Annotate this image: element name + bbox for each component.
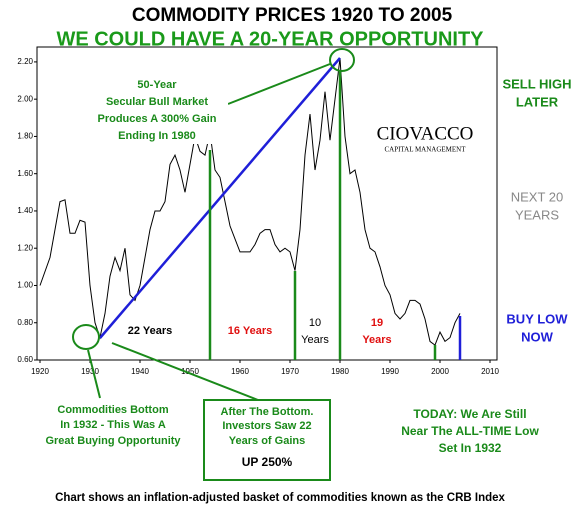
highlight-circle (329, 48, 355, 72)
annotation: In 1932 - This Was A (60, 419, 166, 431)
annotation: After The Bottom. (221, 406, 314, 418)
period-label: Years (301, 334, 329, 346)
y-tick-label: 1.40 (17, 206, 33, 215)
y-tick-label: 1.80 (17, 132, 33, 141)
side-label: NOW (521, 329, 554, 344)
chart-title: COMMODITY PRICES 1920 TO 2005 (132, 5, 453, 26)
period-label: 19 (371, 317, 383, 329)
trend-line (99, 57, 341, 339)
connector (87, 349, 101, 399)
side-label: YEARS (515, 207, 559, 222)
logo-tagline: CAPITAL MANAGEMENT (384, 146, 466, 154)
y-tick-label: 1.00 (17, 281, 33, 290)
annotation: Produces A 300% Gain (97, 113, 216, 125)
annotation: 50-Year (137, 79, 177, 91)
x-tick-label: 1990 (381, 367, 399, 376)
y-tick-label: 1.20 (17, 243, 33, 252)
x-tick-label: 1970 (281, 367, 299, 376)
y-tick-label: 0.80 (17, 318, 33, 327)
note-background (88, 76, 228, 144)
annotation: UP 250% (242, 455, 293, 469)
x-tick-label: 1930 (81, 367, 99, 376)
highlight-circle (72, 324, 100, 350)
annotation: Great Buying Opportunity (45, 435, 181, 447)
annotation-shapes (72, 48, 462, 481)
annotation: Ending In 1980 (118, 130, 196, 142)
side-label: BUY LOW (506, 311, 568, 326)
x-tick-label: 1960 (231, 367, 249, 376)
y-tick-label: 2.20 (17, 57, 33, 66)
side-label: SELL HIGH (502, 76, 571, 91)
annotation: TODAY: We Are Still (413, 407, 526, 421)
connector (111, 342, 259, 401)
annotation: Commodities Bottom (57, 404, 168, 416)
x-tick-label: 1980 (331, 367, 349, 376)
y-tick-label: 0.60 (17, 355, 33, 364)
x-tick-label: 1920 (31, 367, 49, 376)
bull-market-note: 50-Year Secular Bull Market Produces A 3… (88, 76, 228, 144)
x-tick-label: 1950 (181, 367, 199, 376)
chart-subtitle: WE COULD HAVE A 20-YEAR OPPORTUNITY (56, 28, 484, 50)
footnote: Chart shows an inflation-adjusted basket… (55, 492, 505, 504)
period-label: 16 Years (228, 325, 272, 337)
plot-frame (36, 46, 498, 361)
period-label: 22 Years (128, 325, 172, 337)
period-label: 10 (309, 317, 321, 329)
data-line (39, 58, 461, 346)
x-tick-label: 2010 (481, 367, 499, 376)
logo-name: CIOVACCO (377, 123, 474, 144)
annotation: Years of Gains (229, 435, 305, 447)
period-label: Years (362, 334, 391, 346)
y-tick-label: 2.00 (17, 94, 33, 103)
x-tick-label: 1940 (131, 367, 149, 376)
annotation: Investors Saw 22 (222, 420, 311, 432)
plot: 0.600.801.001.201.401.601.802.002.201920… (17, 57, 499, 376)
annotation-box (203, 399, 331, 481)
y-tick-label: 1.60 (17, 169, 33, 178)
annotation: Secular Bull Market (106, 96, 208, 108)
x-tick-label: 2000 (431, 367, 449, 376)
annotation: Near The ALL-TIME Low (401, 424, 539, 438)
annotation: Set In 1932 (439, 441, 502, 455)
connector (227, 63, 331, 105)
side-label: NEXT 20 (511, 189, 564, 204)
side-label: LATER (516, 94, 559, 109)
